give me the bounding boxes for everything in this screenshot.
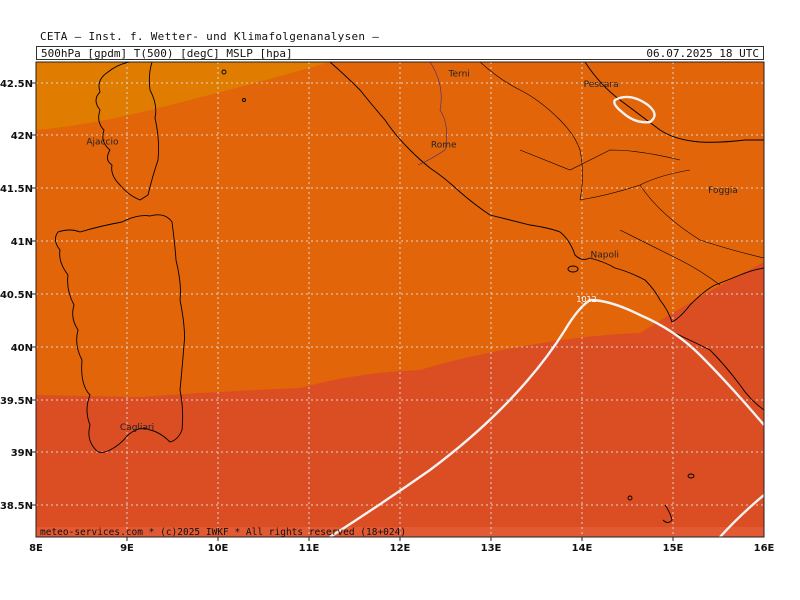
lat-tick-marks [32,82,36,506]
lon-tick: 13E [481,543,502,554]
lon-tick: 8E [29,543,43,554]
lat-tick: 42N [11,131,33,142]
lat-tick: 41N [11,237,33,248]
lon-tick: 10E [208,543,229,554]
grid-lines [36,62,764,537]
lon-tick-labels: 8E 9E 10E 11E 12E 13E 14E 15E 16E [29,543,774,554]
isobar-1012 [329,298,764,537]
city-label-foggia: Foggia [708,186,738,196]
city-label-pescara: Pescara [584,80,619,90]
lat-tick: 38.5N [0,501,33,512]
italy-west-coast [329,62,764,323]
city-label-rome: Rome [431,141,457,151]
valid-time: 06.07.2025 18 UTC [646,47,759,60]
lat-tick: 42.5N [0,79,33,90]
coastlines [55,62,764,523]
lat-tick: 39N [11,448,33,459]
isobar-closed-low [613,95,656,124]
lat-tick: 39.5N [0,396,33,407]
lat-tick: 41.5N [0,184,33,195]
city-label-terni: Terni [448,70,470,80]
lat-tick: 40N [11,343,33,354]
product-bar: 500hPa_[gpdm]_T(500)_[degC]_MSLP_[hpa] 0… [36,46,764,60]
lon-tick: 16E [754,543,775,554]
lon-tick: 12E [390,543,411,554]
city-labels: Terni Pescara Ajaccio Rome Foggia Napoli Cagli… [86,70,738,433]
lon-tick: 9E [120,543,134,554]
sardinia-coast [55,214,185,453]
city-label-cagliari: Cagliari [120,423,154,433]
temp-band-warmest [36,62,330,130]
isobars [329,95,764,537]
credit-line: meteo-services.com * (c)2025 IWKF * All … [40,527,406,538]
corsica-coast [95,62,160,201]
calabria-coast [667,329,764,411]
city-label-ajaccio: Ajaccio [86,137,119,147]
adriatic-coast [584,62,764,143]
product-name: 500hPa_[gpdm]_T(500)_[degC]_MSLP_[hpa] [41,47,293,60]
lat-tick: 40.5N [0,290,33,301]
lon-tick: 15E [663,543,684,554]
lon-tick: 14E [572,543,593,554]
isobar-label: 1012 [576,295,596,304]
lon-tick-marks [126,537,674,541]
chart-title: CETA — Inst. f. Wetter- und Klimafolgena… [40,30,380,43]
lon-tick: 11E [299,543,320,554]
city-label-napoli: Napoli [591,251,619,261]
lat-tick-labels: 42.5N 42N 41.5N 41N 40.5N 40N 39.5N 39N … [0,79,33,512]
isobar-corner [719,494,764,537]
